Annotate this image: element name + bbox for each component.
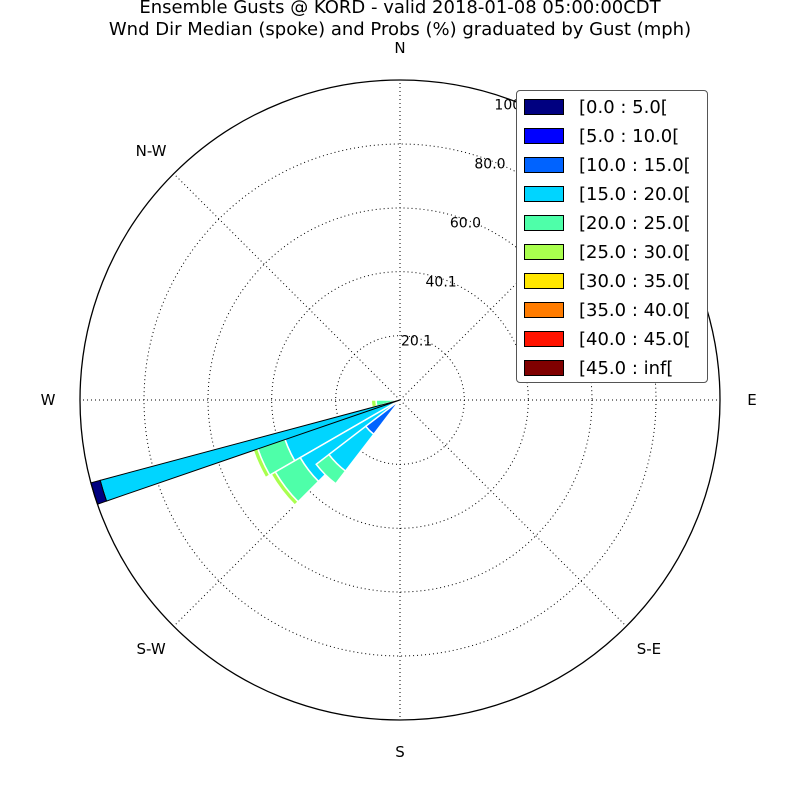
chart-subtitle: Wnd Dir Median (spoke) and Probs (%) gra… [108,19,692,40]
legend-item: [45.0 : inf[ [524,356,673,380]
legend-label: [0.0 : 5.0[ [579,96,668,118]
chart-title: Ensemble Gusts @ KORD - valid 2018-01-08… [139,0,661,18]
legend-swatch [524,186,564,202]
radial-tick-label: 20.1 [401,334,432,350]
legend-swatch [524,157,564,173]
direction-label: N-W [136,142,167,160]
legend-label: [35.0 : 40.0[ [579,299,691,321]
legend-item: [30.0 : 35.0[ [524,269,691,293]
wedge-segment [270,470,300,507]
legend-item: [25.0 : 30.0[ [524,240,691,264]
direction-label: N [394,39,405,57]
polar-frame [79,79,721,721]
legend-item: [5.0 : 10.0[ [524,124,679,148]
legend-label: [20.0 : 25.0[ [579,212,691,234]
legend: [0.0 : 5.0[ [5.0 : 10.0[ [10.0 : 15.0[ [15.… [516,90,708,383]
radial-tick-label: 40.1 [426,274,457,290]
grid-spoke [173,173,401,401]
legend-item: [0.0 : 5.0[ [524,95,668,119]
legend-swatch [524,331,564,347]
legend-label: [25.0 : 30.0[ [579,241,691,263]
legend-item: [40.0 : 45.0[ [524,327,691,351]
legend-swatch [524,244,564,260]
direction-label: E [747,391,756,409]
legend-item: [10.0 : 15.0[ [524,153,691,177]
direction-label: S-E [637,640,661,658]
wedge-segment [315,453,347,485]
wedges-layer [90,399,401,507]
legend-label: [10.0 : 15.0[ [579,154,691,176]
direction-label: W [41,391,56,409]
direction-label: S-W [137,640,166,658]
legend-item: [15.0 : 20.0[ [524,182,691,206]
grid-spoke [399,399,627,627]
legend-item: [20.0 : 25.0[ [524,211,691,235]
direction-label: S [395,743,405,761]
legend-label: [15.0 : 20.0[ [579,183,691,205]
legend-label: [45.0 : inf[ [579,357,674,379]
legend-swatch [524,273,564,289]
outer-ring [79,79,721,721]
legend-label: [5.0 : 10.0[ [579,125,680,147]
radial-tick-label: 60.0 [450,216,481,232]
polar-grid [80,80,720,720]
legend-label: [40.0 : 45.0[ [579,328,691,350]
legend-item: [35.0 : 40.0[ [524,298,691,322]
legend-swatch [524,99,564,115]
legend-label: [30.0 : 35.0[ [579,270,691,292]
grid-spoke [173,399,401,627]
legend-swatch [524,128,564,144]
grid-spoke [399,173,627,401]
legend-swatch [524,302,564,318]
legend-swatch [524,215,564,231]
legend-swatch [524,360,564,376]
radial-tick-label: 80.0 [474,156,505,172]
